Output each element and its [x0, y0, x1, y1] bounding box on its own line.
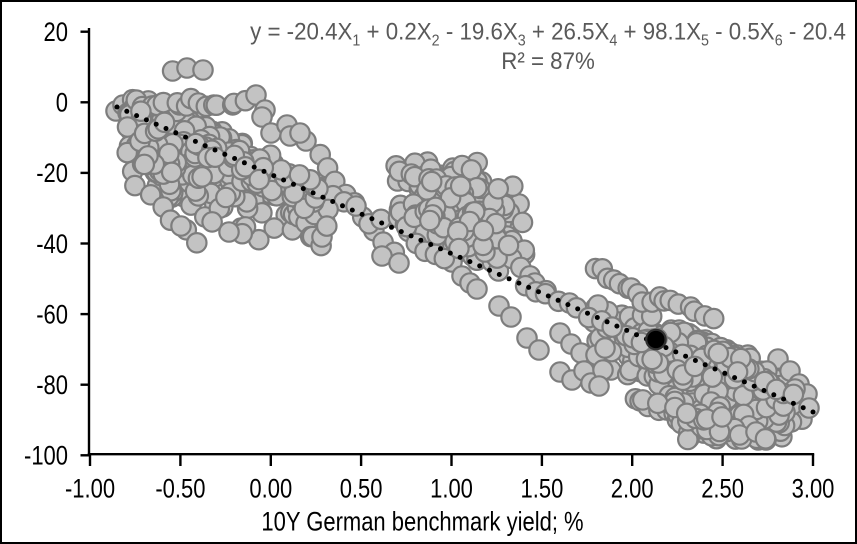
svg-text:3.00: 3.00 — [792, 475, 835, 504]
svg-text:10Y German benchmark yield; %: 10Y German benchmark yield; % — [261, 508, 583, 537]
svg-text:-1.00: -1.00 — [65, 475, 115, 504]
svg-text:R² = 87%: R² = 87% — [501, 47, 595, 74]
svg-text:-60: -60 — [36, 301, 68, 330]
svg-text:-20: -20 — [36, 159, 68, 188]
svg-text:0: 0 — [56, 89, 68, 118]
svg-text:1.50: 1.50 — [521, 475, 564, 504]
svg-text:0.00: 0.00 — [249, 475, 292, 504]
svg-text:-0.50: -0.50 — [155, 475, 205, 504]
svg-text:-100: -100 — [24, 442, 68, 471]
svg-text:-40: -40 — [36, 230, 68, 259]
svg-text:2.00: 2.00 — [611, 475, 654, 504]
svg-text:1.00: 1.00 — [430, 475, 473, 504]
svg-text:20: 20 — [44, 18, 68, 47]
svg-text:-80: -80 — [36, 371, 68, 400]
svg-text:y = -20.4X1 + 0.2X2 - 19.6X3 +: y = -20.4X1 + 0.2X2 - 19.6X3 + 26.5X4 + … — [250, 18, 846, 50]
svg-text:0.50: 0.50 — [340, 475, 383, 504]
svg-text:2.50: 2.50 — [701, 475, 744, 504]
